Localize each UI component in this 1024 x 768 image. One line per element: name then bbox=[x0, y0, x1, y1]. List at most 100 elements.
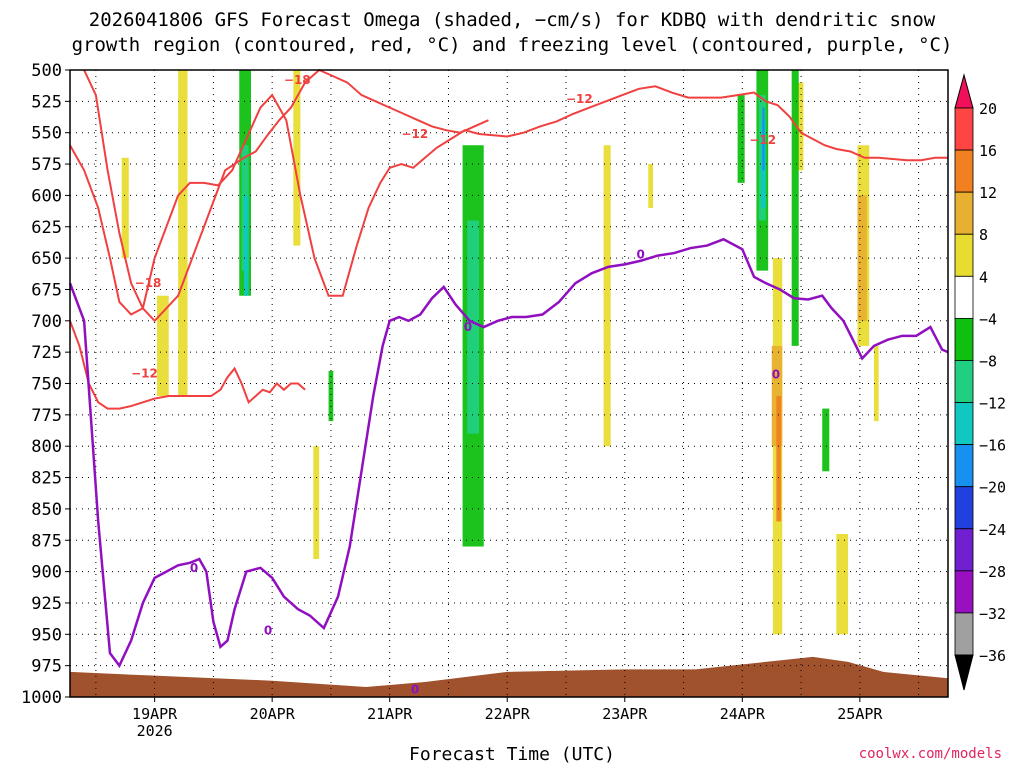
y-tick-label-550: 550 bbox=[31, 124, 62, 144]
colorbar-segment-7 bbox=[954, 402, 974, 446]
contour-label-10: 0 bbox=[772, 368, 780, 382]
omega-region-27 bbox=[762, 107, 765, 171]
contour-label-7: 0 bbox=[264, 624, 272, 638]
colorbar-segment-4 bbox=[954, 275, 974, 319]
omega-region-1 bbox=[156, 295, 169, 397]
colorbar-segment-9 bbox=[954, 486, 974, 530]
chart-title: 2026041806 GFS Forecast Omega (shaded, −… bbox=[0, 8, 1024, 58]
y-tick-label-900: 900 bbox=[31, 563, 62, 583]
omega-region-6 bbox=[648, 164, 653, 208]
colorbar-label-13: −36 bbox=[979, 647, 1006, 665]
y-tick-label-950: 950 bbox=[31, 625, 62, 645]
y-tick-label-500: 500 bbox=[31, 61, 62, 81]
y-axis: 500 525 550 575 600 625 650 675 700 725 750 775 800 8… bbox=[21, 61, 70, 708]
omega-region-20 bbox=[822, 408, 830, 472]
x-tick-label-1: 20APR bbox=[250, 705, 296, 723]
x-tick-label-3: 22APR bbox=[485, 705, 531, 723]
colorbar-label-12: −32 bbox=[979, 605, 1006, 623]
omega-region-19 bbox=[791, 70, 799, 346]
colorbar-label-3: 8 bbox=[979, 226, 988, 244]
y-tick-label-850: 850 bbox=[31, 500, 62, 520]
y-tick-label-725: 725 bbox=[31, 343, 62, 363]
omega-region-23 bbox=[467, 220, 480, 434]
colorbar-label-10: −24 bbox=[979, 521, 1006, 539]
y-tick-label-650: 650 bbox=[31, 249, 62, 269]
contour-minus12-lower bbox=[69, 320, 306, 410]
omega-region-9 bbox=[836, 533, 849, 635]
y-tick-label-875: 875 bbox=[31, 531, 62, 551]
y-tick-label-925: 925 bbox=[31, 594, 62, 614]
colorbar-segment-12 bbox=[954, 612, 974, 656]
y-tick-label-625: 625 bbox=[31, 218, 62, 238]
x-tick-label-5: 24APR bbox=[720, 705, 766, 723]
colorbar-bottom-arrow bbox=[954, 654, 974, 691]
contour-label-11: 0 bbox=[411, 682, 419, 696]
x-axis: 19APR 20APR 21APR 22APR 23APR 24APR 25APR 2026 bbox=[132, 697, 883, 740]
omega-region-7 bbox=[795, 82, 804, 171]
x-tick-label-4: 23APR bbox=[602, 705, 648, 723]
y-tick-label-600: 600 bbox=[31, 186, 62, 206]
colorbar: 20 16 12 8 4 −4 −8 −12 −16 −20 −24 −28 −32 −36 bbox=[954, 73, 1006, 691]
colorbar-segment-5 bbox=[954, 317, 974, 361]
contour-label-9: 0 bbox=[637, 247, 645, 261]
contour-label-5: −12 bbox=[749, 133, 776, 147]
omega-region-25 bbox=[243, 195, 249, 296]
x-axis-label: Forecast Time (UTC) bbox=[409, 744, 615, 765]
y-tick-label-1000: 1000 bbox=[21, 688, 62, 708]
omega-region-3 bbox=[293, 70, 301, 246]
colorbar-label-1: 16 bbox=[979, 142, 997, 160]
colorbar-label-11: −28 bbox=[979, 563, 1006, 581]
colorbar-segment-6 bbox=[954, 360, 974, 403]
y-tick-label-525: 525 bbox=[31, 92, 62, 112]
contour-label-4: −12 bbox=[566, 92, 593, 106]
colorbar-label-7: −12 bbox=[979, 395, 1006, 413]
title-line-2: growth region (contoured, red, °C) and f… bbox=[71, 34, 953, 56]
title-line-1: 2026041806 GFS Forecast Omega (shaded, −… bbox=[88, 9, 936, 31]
freezing-level-line bbox=[68, 237, 949, 669]
contour-minus12-upper bbox=[69, 85, 948, 316]
y-tick-label-825: 825 bbox=[31, 469, 62, 489]
omega-region-11 bbox=[873, 345, 879, 422]
colorbar-segment-2 bbox=[954, 191, 974, 235]
y-tick-label-700: 700 bbox=[31, 312, 62, 332]
colorbar-segment-1 bbox=[954, 149, 974, 193]
colorbar-segment-11 bbox=[954, 570, 974, 614]
x-tick-label-2: 21APR bbox=[367, 705, 413, 723]
contour-label-1: −12 bbox=[131, 366, 158, 380]
colorbar-label-0: 20 bbox=[979, 100, 997, 118]
contour-label-0: −18 bbox=[135, 276, 162, 290]
colorbar-segment-0 bbox=[954, 107, 974, 151]
omega-region-2 bbox=[178, 70, 188, 397]
colorbar-top-arrow bbox=[954, 73, 974, 109]
colorbar-label-5: −4 bbox=[979, 310, 997, 328]
omega-region-5 bbox=[603, 145, 611, 447]
ground-surface bbox=[70, 656, 948, 697]
contour-label-3: −12 bbox=[401, 127, 428, 141]
contour-label-6: 0 bbox=[190, 561, 198, 575]
credit-link[interactable]: coolwx.com/models bbox=[858, 746, 1002, 762]
omega-shading bbox=[121, 70, 879, 635]
x-year-label: 2026 bbox=[137, 722, 173, 740]
colorbar-label-9: −20 bbox=[979, 479, 1006, 497]
colorbar-label-8: −16 bbox=[979, 437, 1006, 455]
colorbar-label-4: 4 bbox=[979, 268, 988, 286]
colorbar-segment-10 bbox=[954, 528, 974, 572]
y-tick-label-775: 775 bbox=[31, 406, 62, 426]
y-tick-label-675: 675 bbox=[31, 280, 62, 300]
colorbar-segment-8 bbox=[954, 444, 974, 488]
colorbar-label-6: −8 bbox=[979, 352, 997, 370]
y-tick-label-750: 750 bbox=[31, 375, 62, 395]
omega-region-14 bbox=[776, 396, 782, 522]
grid-lines bbox=[70, 70, 948, 697]
y-tick-label-975: 975 bbox=[31, 657, 62, 677]
omega-region-16 bbox=[328, 370, 334, 422]
omega-region-0 bbox=[121, 157, 129, 259]
colorbar-label-2: 12 bbox=[979, 184, 997, 202]
colorbar-segment-3 bbox=[954, 233, 974, 277]
y-tick-label-800: 800 bbox=[31, 437, 62, 457]
x-tick-label-0: 19APR bbox=[132, 705, 178, 723]
contour-label-2: −18 bbox=[284, 73, 311, 87]
contour-label-8: 0 bbox=[464, 320, 472, 334]
x-tick-label-6: 25APR bbox=[837, 705, 883, 723]
